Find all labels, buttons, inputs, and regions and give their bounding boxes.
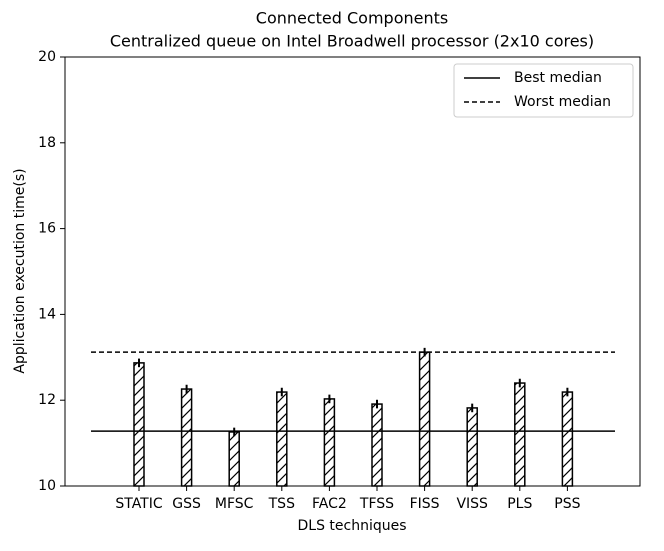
x-tick-label: TFSS (359, 496, 394, 512)
bar (561, 391, 574, 487)
bar (180, 388, 193, 487)
chart-title: Connected Components (256, 9, 448, 28)
y-tick-label: 14 (38, 306, 56, 322)
bar (323, 398, 336, 487)
x-tick-label: PLS (507, 496, 532, 512)
y-tick-label: 20 (38, 49, 56, 65)
y-tick-label: 18 (38, 135, 56, 151)
y-tick-label: 16 (38, 221, 56, 237)
y-tick-label: 12 (38, 392, 56, 408)
bar (276, 391, 288, 487)
bar (228, 431, 240, 487)
x-tick-label: MFSC (215, 496, 254, 512)
legend-label: Worst median (514, 94, 611, 110)
plot-frame (64, 56, 641, 487)
x-tick-label: STATIC (115, 496, 163, 512)
x-tick-label: VISS (456, 496, 488, 512)
bar (418, 351, 431, 487)
legend-label: Best median (514, 70, 602, 86)
x-tick-label: FISS (410, 496, 440, 512)
bar (466, 407, 478, 487)
bar (133, 362, 145, 487)
x-tick-label: TSS (268, 496, 295, 512)
y-axis-label: Application execution time(s) (12, 168, 28, 373)
x-axis-label: DLS techniques (297, 518, 406, 534)
x-tick-label: FAC2 (312, 496, 347, 512)
bar (514, 382, 526, 487)
x-tick-label: GSS (172, 496, 201, 512)
y-tick-label: 10 (38, 478, 56, 494)
bar (371, 403, 383, 487)
chart-subtitle: Centralized queue on Intel Broadwell pro… (110, 32, 594, 51)
x-tick-label: PSS (554, 496, 580, 512)
